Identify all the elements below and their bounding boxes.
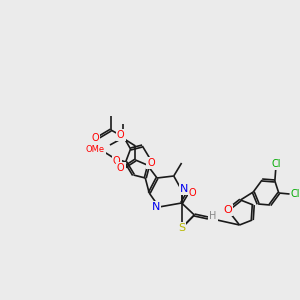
Text: O: O <box>113 156 121 166</box>
Text: N: N <box>152 202 160 212</box>
Text: N: N <box>180 184 189 194</box>
Text: O: O <box>117 163 124 173</box>
Text: O: O <box>224 205 232 215</box>
Text: S: S <box>178 223 185 233</box>
Text: H: H <box>209 211 217 221</box>
Text: O: O <box>189 188 196 198</box>
Text: O: O <box>147 158 155 168</box>
Text: O: O <box>92 133 99 143</box>
Text: O: O <box>117 130 124 140</box>
Text: Cl: Cl <box>271 159 280 169</box>
Text: OMe: OMe <box>86 145 105 154</box>
Text: Cl: Cl <box>291 189 300 199</box>
